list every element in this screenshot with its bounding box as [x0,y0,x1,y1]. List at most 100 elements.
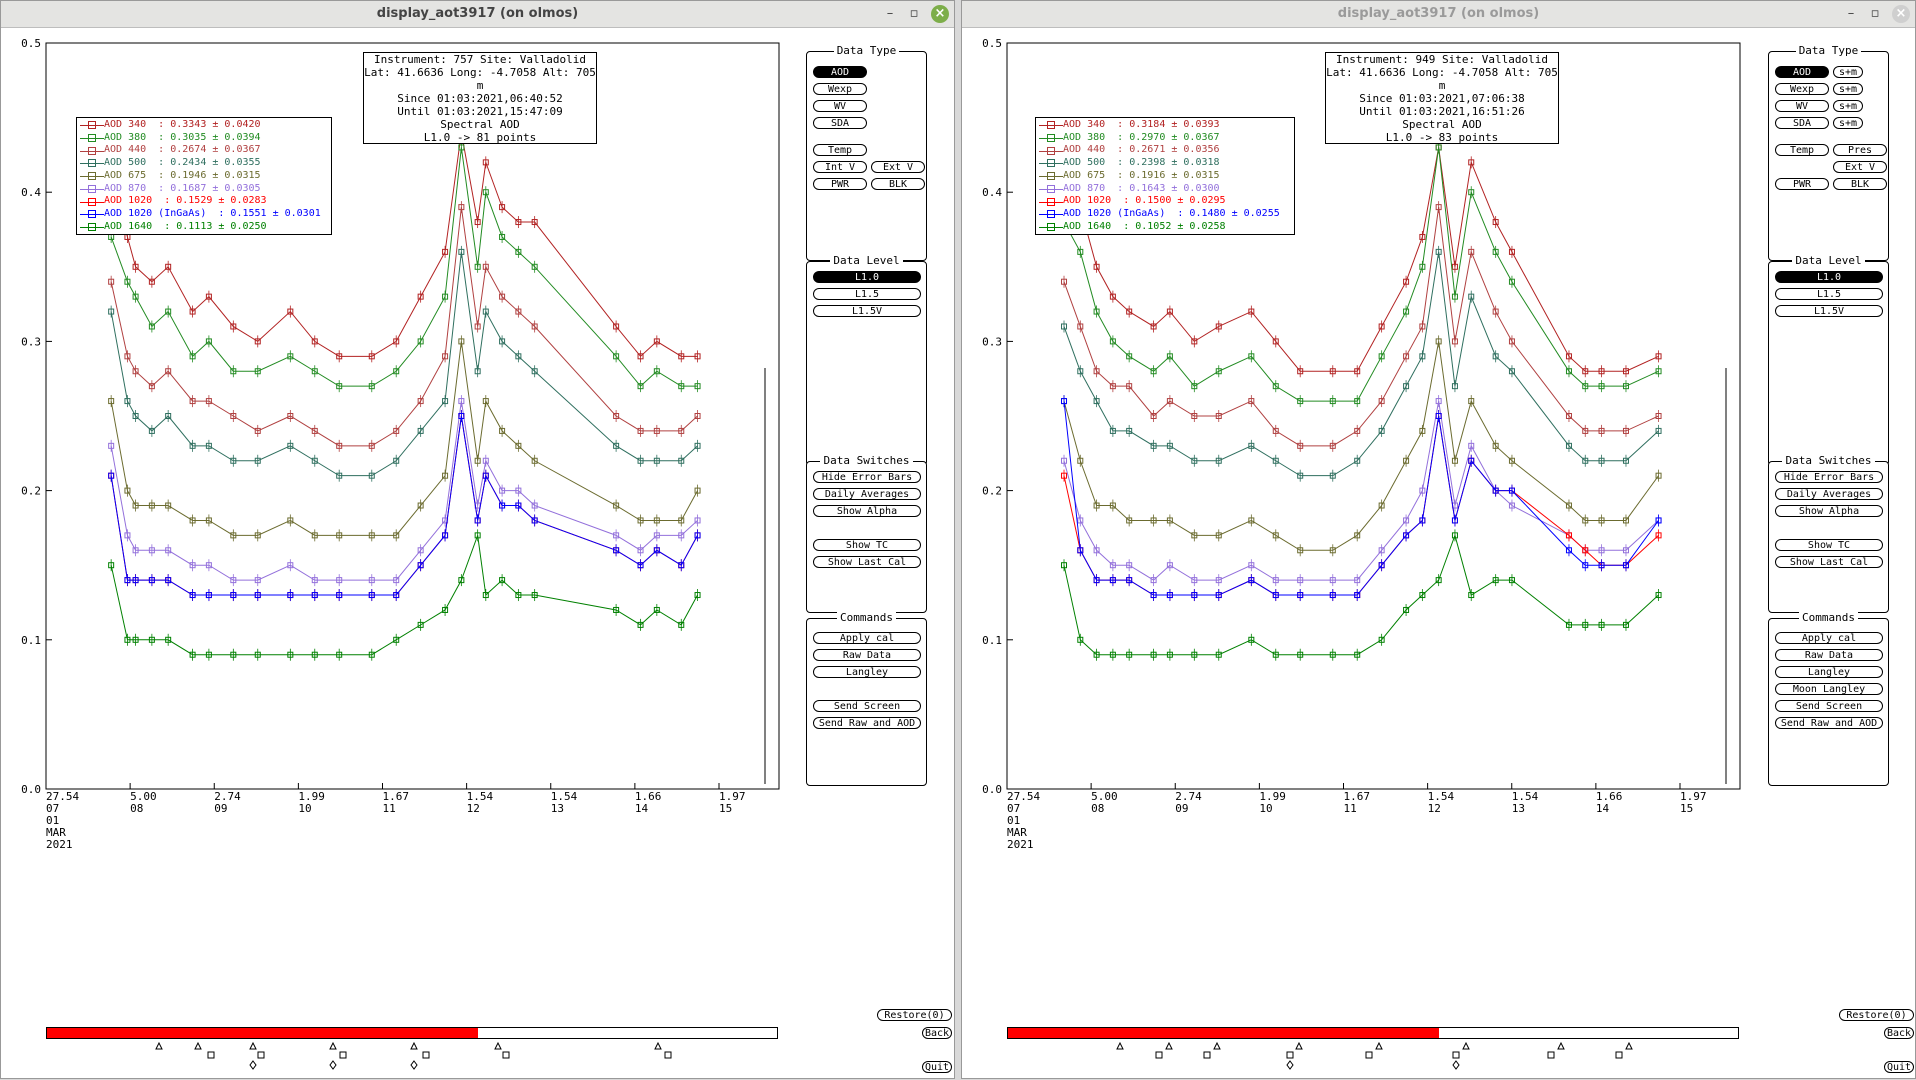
y-tick-label: 0.4 [982,186,1002,199]
hide-error-bars-button[interactable]: Hide Error Bars [1775,471,1883,483]
data-point [1598,517,1605,524]
data-point [442,248,449,255]
legend-marker-icon [1039,171,1063,181]
send-raw-and-aod-button[interactable]: Send Raw and AOD [1775,717,1883,729]
maximize-icon[interactable]: ▫ [909,6,919,21]
close-icon[interactable]: × [1892,5,1910,23]
show-tc-button[interactable]: Show TC [813,539,921,551]
back-button[interactable]: Back [922,1027,952,1039]
time-range-bar[interactable] [1007,1027,1739,1039]
raw-data-button[interactable]: Raw Data [1775,649,1883,661]
data-point [287,353,294,360]
level-l15v-button[interactable]: L1.5V [813,305,921,317]
apply-cal-button[interactable]: Apply cal [813,632,921,644]
data-point [474,457,481,464]
close-icon[interactable]: × [931,5,949,23]
aod-button[interactable]: AOD [1775,66,1829,78]
minimize-icon[interactable]: – [886,6,894,21]
level-l15-button[interactable]: L1.5 [813,288,921,300]
time-range-bar[interactable] [46,1027,778,1039]
data-point [1435,413,1442,419]
data-point [1077,368,1084,375]
pwr-button[interactable]: PWR [1775,178,1829,190]
series-line [110,415,698,596]
data-point [1272,592,1279,599]
langley-button[interactable]: Langley [1775,666,1883,678]
x-tick-day: 13 [551,802,564,815]
send-screen-button[interactable]: Send Screen [1775,700,1883,712]
show-alpha-button[interactable]: Show Alpha [1775,505,1883,517]
data-point [1582,562,1589,569]
legend-marker-icon [80,133,104,143]
pres-button[interactable]: Pres [1833,144,1887,156]
diamond-marker-icon [1452,1060,1460,1070]
maximize-icon[interactable]: ▫ [1870,6,1880,21]
data-point [653,338,660,345]
back-button[interactable]: Back [1884,1027,1914,1039]
wv-button[interactable]: WV [813,100,867,112]
aod-s-m-button[interactable]: s+m [1833,66,1863,78]
wv-button[interactable]: WV [1775,100,1829,112]
minimize-icon[interactable]: – [1847,6,1855,21]
level-l10-button[interactable]: L1.0 [1775,271,1883,283]
show-alpha-button[interactable]: Show Alpha [813,505,921,517]
blk-button[interactable]: BLK [1833,178,1887,190]
quit-button[interactable]: Quit [922,1061,952,1073]
temp-button[interactable]: Temp [1775,144,1829,156]
level-l15v-button[interactable]: L1.5V [1775,305,1883,317]
moon-langley-button[interactable]: Moon Langley [1775,683,1883,695]
show-last-cal-button[interactable]: Show Last Cal [1775,556,1883,568]
info-line: Instrument: 757 Site: Valladolid [374,53,586,66]
level-l10-button[interactable]: L1.0 [813,271,921,283]
info-line: L1.0 -> 81 points [423,131,537,144]
pwr-button[interactable]: PWR [813,178,867,190]
langley-button[interactable]: Langley [813,666,921,678]
data-point [482,263,489,270]
data-point [637,353,644,360]
hide-error-bars-button[interactable]: Hide Error Bars [813,471,921,483]
aod-button[interactable]: AOD [813,66,867,78]
data-point [1215,457,1222,464]
show-tc-button[interactable]: Show TC [1775,539,1883,551]
legend-entry: AOD 500 : 0.2398 ± 0.0318 [1039,157,1294,170]
send-screen-button[interactable]: Send Screen [813,700,921,712]
wexp-button[interactable]: Wexp [1775,83,1829,95]
quit-button[interactable]: Quit [1884,1061,1914,1073]
legend-text: AOD 1020 (InGaAs) : 0.1480 ± 0.0255 [1063,207,1280,219]
show-last-cal-button[interactable]: Show Last Cal [813,556,921,568]
info-line: Lat: 41.6636 Long: -4.7058 Alt: 705 m [1326,66,1558,92]
data-point [1451,383,1458,390]
blk-button[interactable]: BLK [871,178,925,190]
data-point [1354,427,1361,434]
sda-button[interactable]: SDA [813,117,867,129]
data-point [637,427,644,434]
wexp-s-m-button[interactable]: s+m [1833,83,1863,95]
data-point [132,577,139,584]
data-point [515,248,522,255]
daily-averages-button[interactable]: Daily Averages [1775,488,1883,500]
restore-button[interactable]: Restore(0) [877,1009,952,1021]
wexp-button[interactable]: Wexp [813,83,867,95]
data-point [311,427,318,434]
data-point [1077,636,1084,643]
data-point [254,651,261,658]
level-l15-button[interactable]: L1.5 [1775,288,1883,300]
restore-button[interactable]: Restore(0) [1839,1009,1914,1021]
daily-averages-button[interactable]: Daily Averages [813,488,921,500]
legend-entry: AOD 1640 : 0.1113 ± 0.0250 [80,221,331,234]
sda-button[interactable]: SDA [1775,117,1829,129]
ext-v-button[interactable]: Ext V [1833,161,1887,173]
apply-cal-button[interactable]: Apply cal [1775,632,1883,644]
legend-text: AOD 1020 : 0.1500 ± 0.0295 [1063,195,1226,207]
send-raw-and-aod-button[interactable]: Send Raw and AOD [813,717,921,729]
data-point [499,204,506,211]
int-v-button[interactable]: Int V [813,161,867,173]
temp-button[interactable]: Temp [813,144,867,156]
sda-s-m-button[interactable]: s+m [1833,117,1863,129]
raw-data-button[interactable]: Raw Data [813,649,921,661]
wv-s-m-button[interactable]: s+m [1833,100,1863,112]
ext-v-button[interactable]: Ext V [871,161,925,173]
data-point [1166,651,1173,658]
